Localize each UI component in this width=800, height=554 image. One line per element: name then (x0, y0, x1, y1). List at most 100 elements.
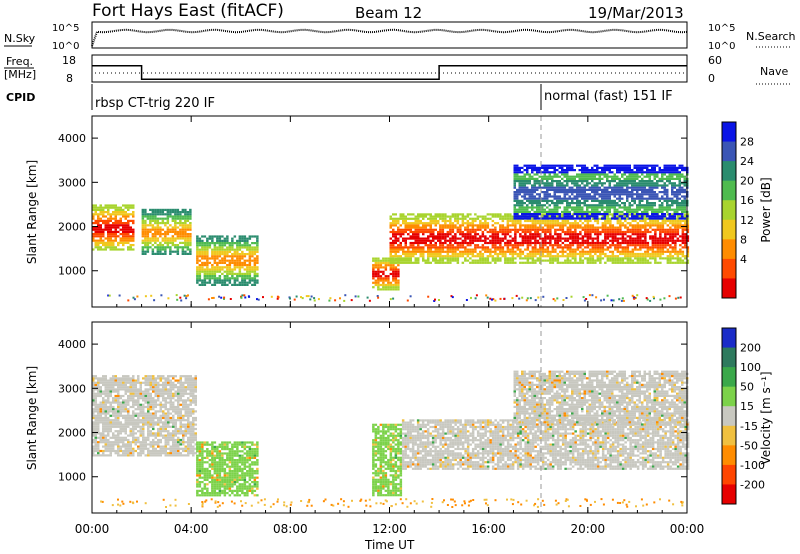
power-cell (521, 171, 524, 174)
power-cell (161, 228, 165, 231)
power-cell (513, 186, 516, 189)
power-cell (596, 164, 599, 167)
power-cell (236, 255, 239, 258)
power-cell (154, 239, 157, 242)
power-cell (246, 259, 249, 262)
power-cell (208, 272, 212, 275)
power-cell (601, 257, 605, 260)
power-cell (666, 244, 670, 247)
power-cell (533, 202, 536, 205)
power-cell (581, 235, 585, 238)
power-cell (678, 188, 681, 191)
power-cell (629, 228, 632, 231)
power-cell (486, 217, 490, 220)
power-cell (639, 252, 642, 256)
power-cell (534, 255, 537, 258)
power-cell (441, 217, 445, 220)
power-cell (533, 164, 536, 167)
power-cell (609, 233, 612, 236)
power-cell (531, 217, 535, 220)
power-cell (104, 222, 107, 225)
power-cell (681, 169, 684, 172)
power-cell (553, 193, 556, 196)
power-cell (479, 239, 482, 242)
power-cell (171, 239, 175, 242)
power-cell (636, 230, 640, 234)
power-cell (238, 237, 242, 240)
power-cell (596, 248, 600, 251)
power-cell (92, 226, 95, 229)
power-cell (208, 277, 212, 280)
power-cell (233, 283, 237, 286)
power-cell (439, 226, 442, 229)
power-cell (491, 241, 495, 245)
power-cell (619, 244, 622, 247)
power-cell (464, 222, 467, 225)
power-cell (593, 197, 596, 200)
power-cell (387, 275, 390, 278)
power-cell (681, 239, 685, 242)
power-cell (519, 244, 522, 247)
power-cell (404, 217, 407, 220)
power-cell (526, 197, 529, 200)
power-cell (666, 208, 669, 211)
power-cell (256, 275, 259, 278)
power-cell (466, 255, 470, 258)
power-cell (591, 169, 594, 172)
nave-label: Nave (760, 65, 788, 78)
power-cell (516, 213, 519, 216)
power-cell (536, 206, 539, 209)
power-cell (529, 219, 532, 223)
power-cell (549, 228, 552, 231)
power-cell (129, 230, 132, 233)
velocity-cell (92, 427, 95, 431)
power-cell (543, 210, 546, 213)
power-cell (551, 261, 555, 264)
power-cell (161, 217, 165, 220)
power-cell (633, 177, 636, 180)
power-cell (456, 241, 460, 245)
velocity-cell (97, 425, 100, 428)
power-cell (114, 228, 117, 231)
power-cell (569, 246, 572, 249)
power-cell (538, 175, 541, 178)
power-cell (102, 222, 105, 225)
power-cell (539, 219, 542, 223)
power-cell (541, 182, 544, 185)
power-cell (231, 257, 234, 260)
velocity-cell (104, 388, 107, 391)
power-cell (518, 171, 521, 174)
power-cell (196, 277, 199, 280)
power-cell (397, 228, 400, 231)
power-cell (621, 222, 625, 225)
power-cell (159, 211, 162, 214)
power-cell (102, 228, 105, 231)
power-cell (454, 237, 457, 240)
power-cell (594, 241, 597, 245)
power-cell (588, 197, 591, 200)
power-cell (419, 222, 422, 225)
power-cell (596, 228, 600, 231)
power-cell (516, 222, 520, 225)
power-cell (112, 211, 115, 214)
power-cell (181, 211, 185, 214)
power-cell (208, 270, 212, 273)
power-cell (171, 230, 175, 233)
power-cell (164, 213, 167, 216)
power-cell (583, 180, 586, 183)
power-cell (538, 208, 541, 211)
velocity-cell (97, 452, 100, 455)
power-cell (536, 208, 539, 211)
power-cell (546, 235, 550, 238)
power-cell (129, 239, 132, 242)
power-cell (634, 257, 637, 260)
power-cell (404, 215, 407, 218)
power-cell (684, 261, 687, 264)
power-cell (614, 244, 617, 247)
power-cell (681, 213, 684, 216)
power-cell (551, 248, 555, 251)
power-cell (97, 244, 100, 247)
power-cell (514, 261, 517, 264)
power-cell (513, 195, 516, 198)
power-cell (466, 248, 470, 251)
